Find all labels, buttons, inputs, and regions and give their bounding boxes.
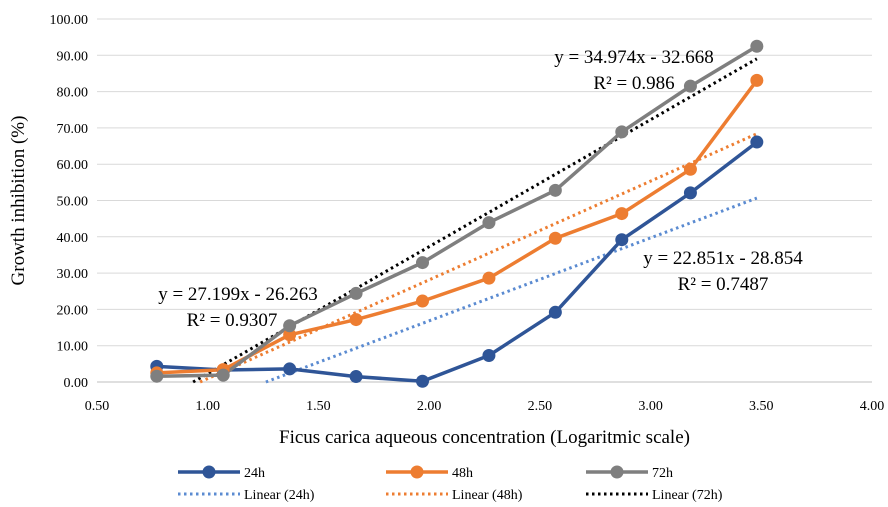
y-tick-label: 40.00 bbox=[57, 231, 89, 246]
data-point-24h bbox=[615, 233, 629, 247]
x-tick-label: 1.00 bbox=[195, 399, 220, 414]
x-tick-label: 1.50 bbox=[306, 399, 331, 414]
legend-item-24h: 24h bbox=[178, 465, 265, 481]
legend-label: Linear (24h) bbox=[244, 488, 315, 503]
legend-label: Linear (72h) bbox=[652, 488, 723, 503]
data-point-72h bbox=[615, 125, 629, 139]
legend-item-trend: Linear (24h) bbox=[178, 488, 315, 503]
legend-marker bbox=[610, 465, 624, 479]
y-gridlines bbox=[97, 18, 872, 347]
data-point-24h bbox=[482, 349, 496, 363]
legend: 24h 48h 72h Linear (24h) Linear (48h) Linear … bbox=[178, 465, 723, 503]
y-tick-label: 80.00 bbox=[57, 86, 89, 101]
data-point-24h bbox=[548, 305, 562, 319]
data-point-72h bbox=[349, 286, 363, 300]
legend-item-trend: Linear (48h) bbox=[386, 488, 523, 503]
data-point-48h bbox=[416, 294, 429, 308]
data-point-48h bbox=[349, 313, 363, 327]
y-tick-labels: 0.00 10.00 20.00 30.00 40.00 50.00 60.00 70.00 8… bbox=[50, 13, 89, 391]
legend-marker bbox=[410, 465, 424, 479]
trendline-r2: R² = 0.986 bbox=[593, 73, 674, 94]
data-point-72h bbox=[150, 369, 164, 383]
trendline-r2: R² = 0.7487 bbox=[678, 274, 769, 295]
x-tick-label: 3.00 bbox=[638, 399, 663, 414]
y-tick-label: 10.00 bbox=[57, 340, 89, 355]
series-line-24h bbox=[156, 140, 758, 384]
legend-item-trend: Linear (72h) bbox=[586, 488, 723, 503]
data-point-72h bbox=[683, 79, 697, 93]
y-tick-label: 50.00 bbox=[57, 195, 89, 210]
data-point-72h bbox=[548, 183, 562, 197]
y-tick-label: 60.00 bbox=[57, 158, 89, 173]
y-tick-label: 100.00 bbox=[50, 13, 89, 28]
x-tick-label: 2.50 bbox=[528, 399, 553, 414]
data-point-72h bbox=[216, 368, 230, 382]
trendline-r2: R² = 0.9307 bbox=[187, 310, 278, 331]
legend-label: 72h bbox=[652, 466, 673, 481]
data-point-24h bbox=[750, 135, 764, 149]
y-tick-label: 90.00 bbox=[57, 49, 89, 64]
x-tick-labels: 0.50 1.00 1.50 2.00 2.50 3.00 3.50 4.00 bbox=[85, 399, 885, 414]
legend-label: 48h bbox=[452, 466, 473, 481]
data-point-48h bbox=[482, 271, 496, 285]
y-tick-label: 0.00 bbox=[64, 376, 89, 391]
data-point-24h bbox=[416, 374, 429, 388]
trendline-equation: y = 27.199x - 26.263 bbox=[158, 284, 318, 305]
data-point-72h bbox=[482, 216, 496, 230]
x-axis-title: Ficus carica aqueous concentration (Loga… bbox=[279, 427, 690, 448]
data-point-72h bbox=[750, 39, 764, 53]
trendline-equation: y = 22.851x - 28.854 bbox=[643, 248, 803, 269]
x-tick-label: 3.50 bbox=[749, 399, 774, 414]
legend-marker bbox=[202, 465, 216, 479]
data-point-48h bbox=[615, 207, 629, 221]
data-point-24h bbox=[683, 186, 697, 200]
data-point-72h bbox=[416, 256, 429, 270]
data-point-48h bbox=[750, 73, 764, 87]
y-tick-label: 30.00 bbox=[57, 267, 89, 282]
data-point-48h bbox=[283, 328, 297, 342]
data-series bbox=[150, 39, 764, 388]
y-axis-title: Growth inhibition (%) bbox=[8, 116, 29, 286]
data-point-48h bbox=[548, 231, 562, 245]
trendline-equation: y = 34.974x - 32.668 bbox=[554, 47, 714, 68]
x-tick-label: 2.00 bbox=[417, 399, 442, 414]
legend-item-48h: 48h bbox=[386, 465, 473, 481]
x-tick-label: 4.00 bbox=[860, 399, 885, 414]
trendline-equations: y = 22.851x - 28.854 R² = 0.7487 y = 27.19… bbox=[158, 47, 803, 331]
legend-item-72h: 72h bbox=[586, 465, 673, 481]
data-point-24h bbox=[349, 370, 363, 384]
data-point-48h bbox=[683, 162, 697, 176]
data-point-72h bbox=[283, 319, 297, 333]
legend-label: 24h bbox=[244, 466, 265, 481]
y-tick-label: 20.00 bbox=[57, 303, 89, 318]
y-tick-label: 70.00 bbox=[57, 122, 89, 137]
x-tick-label: 0.50 bbox=[85, 399, 110, 414]
data-point-24h bbox=[283, 362, 297, 376]
legend-label: Linear (48h) bbox=[452, 488, 523, 503]
series-line-72h bbox=[156, 44, 758, 378]
